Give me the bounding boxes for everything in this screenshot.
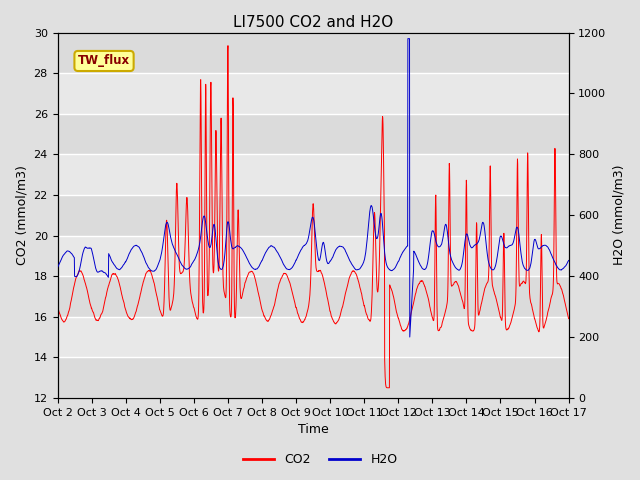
Legend: CO2, H2O: CO2, H2O <box>237 448 403 471</box>
Bar <box>58 33 568 73</box>
X-axis label: Time: Time <box>298 423 328 436</box>
Text: TW_flux: TW_flux <box>78 54 130 68</box>
Title: LI7500 CO2 and H2O: LI7500 CO2 and H2O <box>233 15 393 30</box>
Bar <box>58 276 568 317</box>
Y-axis label: H2O (mmol/m3): H2O (mmol/m3) <box>612 165 625 265</box>
Bar <box>58 357 568 398</box>
Y-axis label: CO2 (mmol/m3): CO2 (mmol/m3) <box>15 165 28 265</box>
Bar <box>58 195 568 236</box>
Bar <box>58 114 568 155</box>
